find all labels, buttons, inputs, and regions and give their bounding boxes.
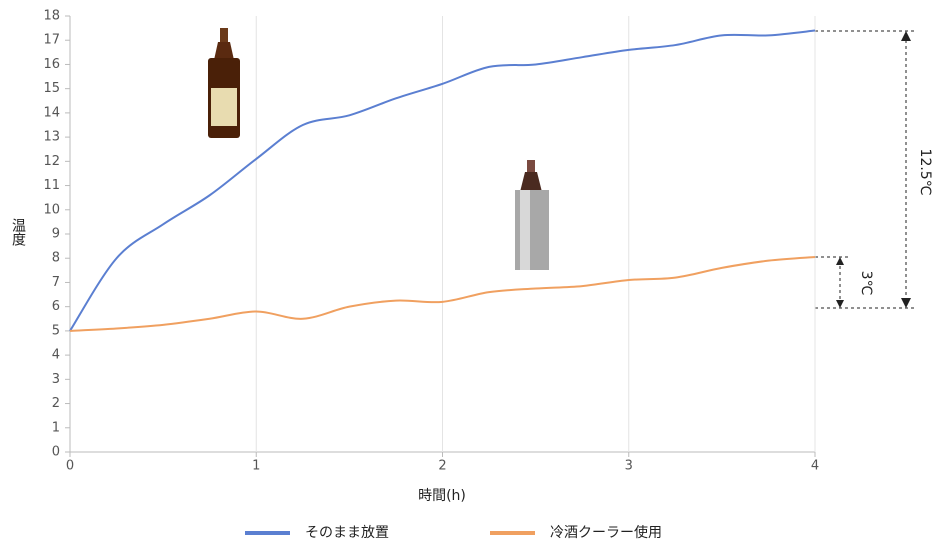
legend-label: そのまま放置 [305,525,389,541]
y-tick-label: 0 [52,445,60,460]
y-tick-label: 13 [43,130,60,145]
y-tick-label: 15 [43,81,60,96]
y-tick-label: 1 [52,420,60,435]
cooler-image [515,160,549,270]
y-tick-label: 9 [52,227,60,242]
x-tick-label: 2 [438,459,446,474]
x-tick-label: 3 [625,459,633,474]
y-tick-label: 8 [52,251,60,266]
y-tick-label: 4 [52,348,60,363]
sake-bottle-image [208,28,240,138]
y-tick-label: 17 [43,33,60,48]
y-tick-label: 7 [52,275,60,290]
x-tick-label: 0 [66,459,74,474]
y-tick-label: 14 [43,105,60,120]
series-line [69,29,816,332]
y-tick-label: 2 [52,396,60,411]
y-tick-label: 18 [43,9,60,24]
y-axis-label: 温度 [10,218,26,246]
y-tick-label: 12 [43,154,60,169]
annotation: 3℃ [858,271,874,296]
annotation: 12.5℃ [917,149,933,196]
annotation-lines [815,30,915,309]
y-tick-label: 11 [43,178,60,193]
y-tick-label: 16 [43,57,60,72]
series-line [69,256,816,332]
x-axis-label: 時間(h) [418,488,466,504]
arrowheads [836,31,911,308]
x-tick-label: 4 [811,459,819,474]
legend-label: 冷酒クーラー使用 [550,524,662,541]
y-tick-label: 3 [52,372,60,387]
y-tick-label: 5 [52,323,60,338]
y-tick-label: 6 [52,299,60,314]
x-tick-label: 1 [252,459,260,474]
y-tick-label: 10 [43,202,60,217]
